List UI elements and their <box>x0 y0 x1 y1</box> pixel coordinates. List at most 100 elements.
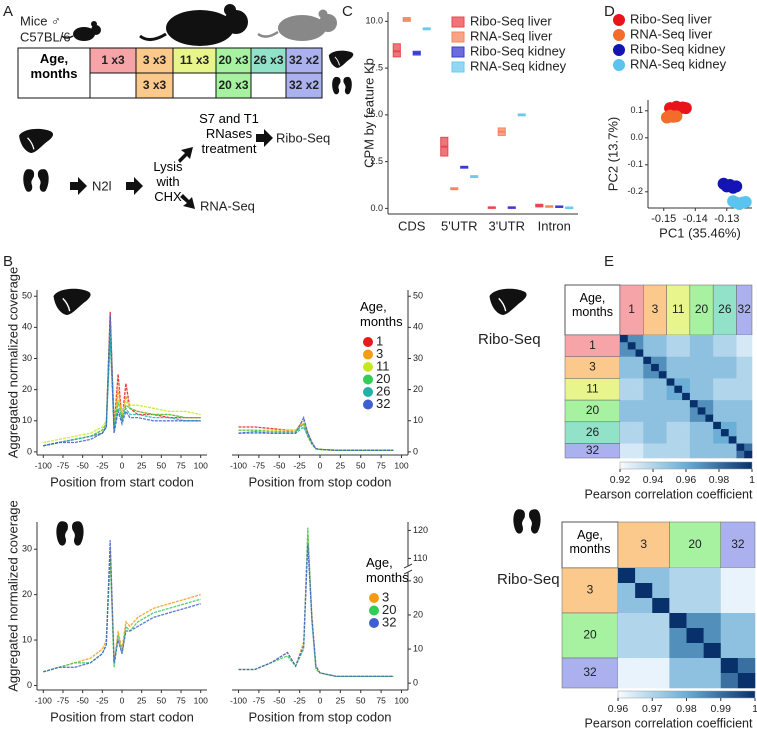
heat-cell <box>635 673 653 689</box>
heat-cell <box>697 356 706 365</box>
heat-cell <box>618 613 636 629</box>
legend-swatch <box>363 362 373 372</box>
x-tick-label: 50 <box>157 460 167 470</box>
heat-cell <box>744 421 753 430</box>
heat-cell <box>658 356 667 365</box>
heat-cell <box>728 407 737 415</box>
heat-cell <box>703 568 722 584</box>
group-header <box>561 612 619 659</box>
heat-cell <box>643 363 652 372</box>
colorbar-tick-label: 0.94 <box>643 474 664 486</box>
heat-cell <box>736 349 745 358</box>
heat-cell <box>643 429 652 437</box>
heat-cell <box>627 356 636 365</box>
heat-cell <box>658 371 667 379</box>
y-tick-label: 0.0 <box>370 203 383 213</box>
axis-break-mark <box>403 569 413 575</box>
legend-swatch <box>369 593 379 603</box>
heat-cell <box>705 371 714 379</box>
heat-cell <box>627 429 636 437</box>
heat-cell <box>737 643 756 659</box>
heat-cell <box>643 450 652 459</box>
point <box>670 110 683 123</box>
heat-cell <box>620 407 629 415</box>
heat-cell <box>635 400 644 408</box>
heat-cell <box>620 342 629 350</box>
workflow-step: N2l <box>92 178 112 193</box>
heat-cell <box>620 436 629 444</box>
heat-cell <box>689 429 698 437</box>
workflow-step: Lysis with CHX <box>153 160 183 204</box>
heat-cell <box>720 392 730 401</box>
heat-cell <box>682 356 691 365</box>
panel-label: D <box>604 3 615 20</box>
heat-cell <box>651 407 660 415</box>
heat-cell <box>697 436 706 444</box>
age-label: 20 x3 <box>218 78 248 92</box>
series-line <box>238 422 394 451</box>
heat-cell <box>689 378 698 386</box>
heat-cell <box>635 568 653 584</box>
legend-swatch <box>613 14 625 26</box>
colorbar-label: Pearson correlation coefficient <box>585 716 753 730</box>
legend-label: RNA-Seq liver <box>470 28 553 43</box>
heat-cell <box>689 335 698 343</box>
x-tick-label: -25 <box>293 460 306 470</box>
heat-cell <box>744 443 753 452</box>
heat-cell <box>666 450 675 459</box>
heat-cell <box>728 429 737 437</box>
heat-cell <box>720 378 730 386</box>
heat-cell <box>666 356 675 365</box>
heat-cell <box>713 414 722 423</box>
age-cell <box>172 47 217 74</box>
heat-cell <box>689 342 698 350</box>
y-tick-label: 110 <box>413 553 427 563</box>
heat-cell <box>713 342 722 350</box>
heat-cell <box>720 568 739 584</box>
heat-cell <box>682 363 691 372</box>
colorbar <box>617 690 756 699</box>
group-label: 3 <box>652 302 659 316</box>
heat-cell <box>620 429 629 437</box>
heat-cell <box>720 613 739 629</box>
heat-cell <box>705 407 714 415</box>
y-tick-label: 0 <box>413 446 418 456</box>
heat-cell <box>736 421 745 430</box>
heat-cell <box>744 363 753 372</box>
heat-cell <box>658 443 667 452</box>
heat-cell <box>697 385 706 394</box>
heat-cell <box>737 598 756 614</box>
series-line <box>43 321 201 447</box>
heat-cell <box>651 400 660 408</box>
series-line <box>238 544 394 678</box>
heat-cell <box>728 356 737 365</box>
y-tick-label: 30 <box>22 544 32 554</box>
heat-cell <box>652 568 670 584</box>
age-cell <box>215 72 252 99</box>
workflow-step: RNA-Seq <box>200 198 255 213</box>
heat-cell <box>705 378 714 386</box>
x-tick-label: -50 <box>273 695 286 705</box>
heat-cell <box>658 450 667 459</box>
x-axis-label: Position from start codon <box>50 474 194 489</box>
row-header-box: Age, months <box>570 528 611 556</box>
heat-cell <box>652 673 670 689</box>
heat-cell <box>658 414 667 423</box>
x-tick-label: -100 <box>35 695 52 705</box>
heat-cell <box>728 385 737 394</box>
heat-cell <box>689 436 698 444</box>
heat-cell <box>651 392 660 401</box>
mouse-icons <box>61 4 337 46</box>
x-tick-label: -100 <box>230 460 247 470</box>
heat-cell <box>635 385 644 394</box>
heat-cell <box>674 450 683 459</box>
y-tick-label: -0.1 <box>627 159 643 169</box>
legend-label: Ribo-Seq kidney <box>630 41 726 56</box>
age-cell <box>285 47 323 74</box>
series-line <box>43 558 201 673</box>
heat-cell <box>705 342 714 350</box>
assay-label: Ribo-Seq <box>497 571 560 588</box>
x-tick-label: -75 <box>57 695 70 705</box>
heat-cell <box>736 342 745 350</box>
heat-cell <box>720 342 730 350</box>
